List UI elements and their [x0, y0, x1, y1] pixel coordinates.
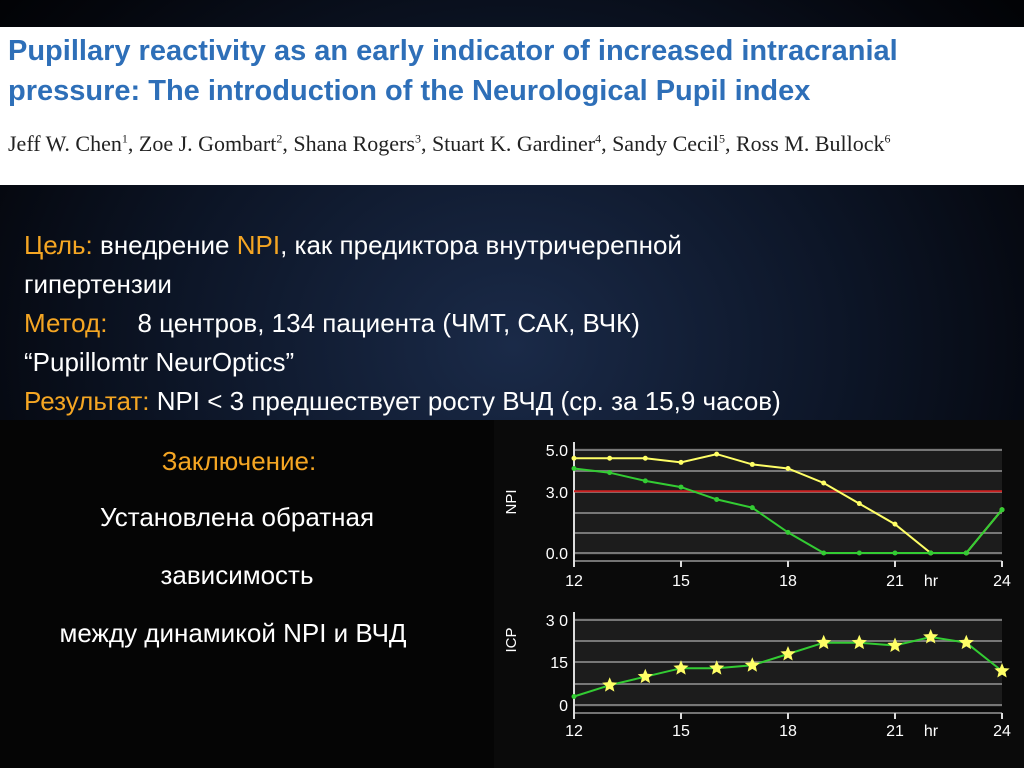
x-tick-label: 24	[993, 723, 1011, 740]
data-point	[749, 505, 755, 511]
method-text: 8 центров, 134 пациента (ЧМТ, САК, ВЧК)	[137, 308, 640, 338]
data-point	[749, 461, 755, 467]
data-point	[856, 550, 862, 556]
goal-line: Цель: внедрение NPI, как предиктора внут…	[24, 230, 682, 261]
data-point	[571, 466, 577, 472]
author-name: Jeff W. Chen	[8, 131, 122, 156]
y-axis-label: NPI	[503, 489, 520, 514]
npi-icp-charts: 12 15 18 21 24 hr 5.0 3.0 0.0 NPI 12 15 18 21 24 hr 3 0 1…	[503, 442, 1011, 740]
result-text: NPI < 3 предшествует росту ВЧД (ср. за 1…	[149, 386, 781, 416]
x-tick-label: 18	[779, 573, 797, 590]
x-tick-label: 24	[993, 573, 1011, 590]
data-point-star	[887, 637, 903, 652]
x-axis-unit: hr	[924, 723, 939, 740]
data-point	[999, 507, 1005, 513]
data-point	[642, 455, 648, 461]
data-point-star	[744, 657, 760, 672]
goal-npi: NPI	[236, 230, 281, 260]
data-point	[678, 484, 684, 490]
author-name: Shana Rogers	[293, 131, 415, 156]
author-affiliation: 4	[595, 131, 602, 146]
data-point	[714, 451, 720, 457]
data-point	[785, 529, 791, 535]
conclusion-line-2: зависимость	[160, 560, 314, 590]
data-point-star	[923, 629, 939, 644]
data-point-star	[816, 634, 832, 650]
data-point	[821, 480, 827, 486]
data-point	[821, 550, 827, 556]
author-affiliation: 2	[276, 131, 283, 146]
data-point	[571, 694, 577, 699]
x-axis-unit: hr	[924, 573, 939, 590]
data-point	[963, 550, 969, 556]
y-tick-label: 15	[550, 655, 568, 672]
data-point	[571, 455, 577, 461]
author-affiliation: 6	[884, 131, 891, 146]
x-tick-label: 21	[886, 723, 904, 740]
author-affiliation: 1	[121, 131, 128, 146]
data-point-star	[958, 634, 974, 650]
y-tick-label: 0.0	[546, 546, 568, 563]
author-name: Zoe J. Gombart	[138, 131, 277, 156]
y-tick-label: 3.0	[546, 485, 568, 502]
data-point-star	[994, 663, 1010, 678]
paper-title: Pupillary reactivity as an early indicat…	[8, 35, 898, 107]
y-tick-label: 3 0	[546, 613, 568, 630]
y-tick-label: 5.0	[546, 443, 568, 460]
author-affiliation: 3	[414, 131, 421, 146]
x-tick-label: 15	[672, 723, 690, 740]
chart-panel: 12 15 18 21 24 hr 5.0 3.0 0.0 NPI 12 15 18 21 24 hr 3 0 1…	[494, 420, 1024, 768]
result-line: Результат: NPI < 3 предшествует росту ВЧ…	[24, 386, 781, 417]
device-line: “Pupillomtr NeurOptics”	[24, 347, 295, 377]
x-tick-label: 15	[672, 573, 690, 590]
data-point	[678, 459, 684, 465]
y-axis-label: ICP	[503, 627, 520, 652]
method-label: Метод:	[24, 308, 108, 338]
plot-area	[574, 448, 1002, 555]
data-point	[607, 455, 613, 461]
x-tick-label: 12	[565, 723, 583, 740]
author-list: Jeff W. Chen1, Zoe J. Gombart2, Shana Ro…	[8, 131, 891, 156]
x-tick-label: 21	[886, 573, 904, 590]
x-tick-label: 18	[779, 723, 797, 740]
data-point	[892, 550, 898, 556]
paper-header: Pupillary reactivity as an early indicat…	[0, 27, 1024, 185]
data-point-star	[602, 677, 618, 692]
goal-text-b: , как предиктора внутричерепной	[280, 230, 682, 260]
data-point	[607, 470, 613, 476]
data-point	[642, 478, 648, 484]
data-point-star	[637, 668, 653, 684]
conclusion-heading: Заключение:	[161, 446, 317, 476]
data-point-star	[709, 660, 725, 675]
y-tick-label: 0	[559, 698, 568, 715]
conclusion-line-3: между динамикой NPI и ВЧД	[59, 618, 407, 648]
goal-text-a: внедрение	[92, 230, 237, 260]
x-tick-label: 12	[565, 573, 583, 590]
author-name: Stuart K. Gardiner	[431, 131, 596, 156]
author-name: Ross M. Bullock	[736, 131, 885, 156]
data-point	[892, 521, 898, 527]
data-point	[856, 501, 862, 507]
author-name: Sandy Cecil	[612, 131, 719, 156]
data-point-star	[780, 646, 796, 661]
result-label: Результат:	[24, 386, 150, 416]
method-line: Метод: 8 центров, 134 пациента (ЧМТ, САК,…	[24, 308, 640, 339]
data-point	[928, 550, 934, 556]
data-point	[785, 466, 791, 472]
data-point-star	[851, 634, 867, 650]
goal-line-2: гипертензии	[24, 269, 172, 299]
author-affiliation: 5	[719, 131, 725, 146]
data-point	[714, 496, 720, 502]
goal-label: Цель:	[24, 230, 93, 260]
data-point-star	[673, 660, 689, 675]
conclusion-line-1: Установлена обратная	[99, 502, 375, 532]
conclusion-panel: Заключение: Установлена обратная зависим…	[0, 420, 494, 768]
